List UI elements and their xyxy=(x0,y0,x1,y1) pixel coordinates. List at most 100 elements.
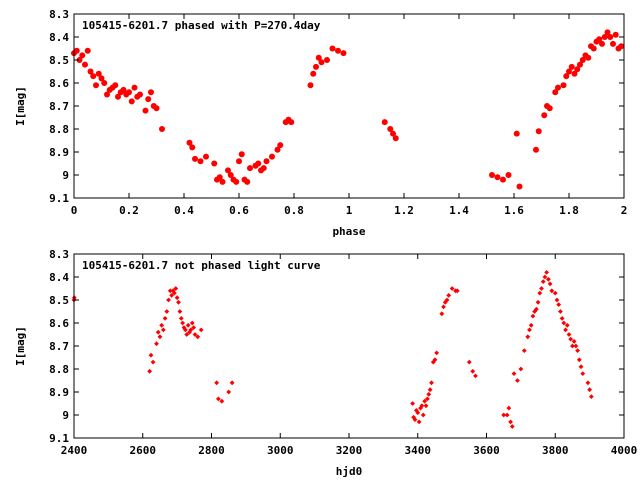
x-tick-label: 4000 xyxy=(611,444,638,457)
data-point xyxy=(84,47,91,54)
data-point xyxy=(120,86,127,93)
data-point xyxy=(87,68,94,75)
x-tick-label: 0.4 xyxy=(174,204,194,217)
x-tick-label: 0.2 xyxy=(119,204,139,217)
x-tick-label: 2 xyxy=(621,204,628,217)
unphased-y-axis-label: I[mag] xyxy=(14,326,27,366)
data-point xyxy=(501,412,507,418)
data-point xyxy=(101,80,108,86)
y-tick-label: 8.5 xyxy=(49,54,69,67)
data-point xyxy=(604,29,611,36)
data-point xyxy=(427,387,433,393)
data-point xyxy=(578,364,584,370)
data-point xyxy=(422,398,428,404)
data-point xyxy=(410,401,415,406)
y-tick-label: 8.3 xyxy=(49,8,69,21)
data-point xyxy=(518,366,524,372)
data-point xyxy=(182,327,188,333)
data-point xyxy=(601,34,608,40)
y-tick-label: 8.5 xyxy=(49,294,69,307)
unphased-plot-title: 105415-6201.7 not phased light curve xyxy=(82,259,321,272)
data-point xyxy=(558,309,563,314)
data-point xyxy=(188,327,194,333)
data-point xyxy=(155,329,161,335)
data-point xyxy=(137,91,143,98)
data-point xyxy=(563,73,570,80)
data-point xyxy=(618,43,625,50)
data-point xyxy=(466,359,472,365)
x-tick-label: 1.6 xyxy=(504,204,524,217)
data-point xyxy=(387,126,394,132)
data-point xyxy=(98,75,105,82)
data-point xyxy=(577,61,583,68)
data-point xyxy=(214,380,220,386)
y-tick-label: 8.4 xyxy=(49,31,69,44)
data-point xyxy=(506,405,512,411)
data-point xyxy=(178,316,184,321)
data-point xyxy=(612,31,619,38)
data-point xyxy=(599,40,605,47)
data-point xyxy=(167,288,173,294)
data-point xyxy=(489,172,495,178)
data-point xyxy=(185,322,191,328)
x-tick-label: 0.8 xyxy=(284,204,304,217)
data-point xyxy=(255,160,262,167)
data-point xyxy=(263,158,270,165)
data-point xyxy=(269,153,275,160)
data-point xyxy=(159,126,165,132)
data-point xyxy=(93,82,99,89)
data-point xyxy=(192,332,198,337)
x-tick-label: 1.2 xyxy=(394,204,414,217)
data-point xyxy=(525,334,531,340)
data-point xyxy=(229,380,235,386)
data-point xyxy=(247,165,253,172)
unphased-data-points xyxy=(71,270,594,429)
data-point xyxy=(533,306,539,312)
data-point xyxy=(570,343,575,349)
data-point xyxy=(73,47,80,54)
y-tick-label: 8.7 xyxy=(49,100,69,113)
data-point xyxy=(148,352,154,358)
phased-plot-title: 105415-6201.7 phased with P=270.4day xyxy=(82,19,321,32)
y-tick-label: 8.6 xyxy=(49,317,69,330)
data-point xyxy=(274,146,281,153)
x-tick-label: 1 xyxy=(346,204,353,217)
data-point xyxy=(203,153,209,160)
data-point xyxy=(244,178,251,185)
data-point xyxy=(215,396,221,402)
data-point xyxy=(571,339,577,344)
data-point xyxy=(530,313,536,319)
data-point xyxy=(564,322,570,328)
data-point xyxy=(533,146,539,153)
data-point xyxy=(184,332,190,337)
y-tick-label: 8.9 xyxy=(49,386,69,399)
phased-x-axis-label: phase xyxy=(332,225,365,238)
x-tick-label: 3400 xyxy=(405,444,432,457)
data-point xyxy=(432,357,438,363)
data-point xyxy=(195,334,201,340)
data-point xyxy=(157,334,163,340)
data-point xyxy=(444,297,450,303)
data-point xyxy=(580,371,586,376)
x-tick-label: 3200 xyxy=(336,444,363,457)
data-point xyxy=(79,52,86,59)
phased-data-points xyxy=(71,29,625,190)
data-point xyxy=(154,341,159,347)
data-point xyxy=(573,343,579,349)
data-point xyxy=(189,320,195,326)
data-point xyxy=(171,290,177,296)
data-point xyxy=(390,130,396,137)
data-point xyxy=(150,359,156,365)
y-tick-label: 9.1 xyxy=(49,192,69,205)
data-point xyxy=(169,293,175,298)
data-point xyxy=(159,322,165,328)
data-point xyxy=(260,165,267,172)
data-point xyxy=(521,348,527,353)
data-point xyxy=(576,357,582,363)
data-point xyxy=(566,332,572,337)
data-point xyxy=(539,286,544,291)
y-tick-label: 8.4 xyxy=(49,271,69,284)
data-point xyxy=(160,327,166,333)
data-point xyxy=(148,89,154,96)
data-point xyxy=(588,394,594,399)
